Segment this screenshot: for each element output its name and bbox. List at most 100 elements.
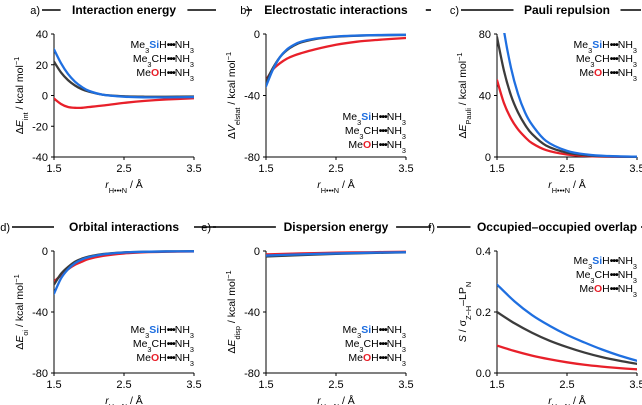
y-tick-label: -40: [32, 152, 48, 164]
text-part: Me: [133, 338, 148, 350]
text-part: 3: [633, 276, 637, 285]
text-part: NH: [175, 324, 190, 336]
panel-letter: b): [240, 5, 250, 17]
text-part: H•••N: [552, 186, 570, 195]
series-line-si: [266, 251, 406, 257]
text-part: / kcal mol: [457, 61, 469, 108]
text-part: H•••N: [109, 186, 127, 195]
text-part: H: [371, 111, 379, 123]
series-line-c: [54, 250, 194, 286]
text-part: E: [226, 339, 238, 347]
x-tick-label: 1.5: [258, 163, 273, 175]
text-part: 3: [147, 60, 151, 69]
text-part: 3: [402, 345, 406, 354]
text-part: r: [105, 179, 109, 191]
text-part: Si: [149, 39, 159, 51]
text-part: •••: [610, 53, 619, 65]
text-part: 3: [633, 46, 637, 55]
panel-letter: d): [0, 222, 10, 234]
panel-letter: c): [450, 5, 459, 17]
text-part: / Å: [127, 394, 143, 405]
y-tick-label: 40: [479, 91, 491, 103]
text-part: Me: [348, 139, 363, 151]
text-part: −1: [12, 57, 21, 65]
text-part: −1: [224, 52, 233, 60]
text-part: C: [364, 125, 372, 137]
y-tick-label: -40: [244, 307, 260, 319]
x-axis-label: rH•••N / Å: [317, 394, 355, 405]
text-part: •••: [610, 67, 619, 79]
text-part: Me: [133, 53, 148, 65]
text-part: 3: [402, 118, 406, 127]
panel-c: c) Pauli repulsion 0 40 80 1.5 2.5 3.5 rH•••N / …: [450, 3, 642, 195]
text-part: 3: [359, 345, 363, 354]
text-part: elstat: [233, 108, 242, 126]
text-part: 3: [588, 262, 592, 271]
y-tick-label: -80: [244, 368, 260, 380]
x-tick-label: 3.5: [186, 379, 201, 391]
text-part: •••: [610, 283, 619, 295]
text-part: r: [317, 395, 321, 405]
panel-d: d)Orbital interactions-80-4001.52.53.5rH…: [0, 220, 216, 405]
text-part: H: [602, 283, 610, 295]
x-tick-label: 1.5: [489, 379, 504, 391]
text-part: H: [602, 67, 610, 79]
legend-entry: Me3SiH•••NH3: [574, 39, 638, 55]
y-tick-label: 0: [254, 246, 260, 258]
series-group: [266, 250, 406, 258]
panel-letter: e): [201, 222, 211, 234]
text-part: •••: [167, 39, 176, 51]
text-part: / Å: [570, 394, 586, 405]
text-part: 3: [190, 331, 194, 340]
series-line-o: [54, 250, 194, 283]
series-group: [497, 33, 637, 158]
text-part: Δ: [226, 132, 238, 139]
chart-title: Occupied–occupied overlap: [477, 220, 637, 234]
text-part: NH: [387, 111, 402, 123]
text-part: 3: [402, 359, 406, 368]
series-group: [54, 250, 194, 295]
text-part: oi: [21, 330, 30, 336]
text-part: Me: [136, 352, 151, 364]
text-part: Me: [131, 39, 146, 51]
text-part: NH: [175, 67, 190, 79]
x-tick-label: 2.5: [559, 379, 574, 391]
y-tick-label: 0: [485, 152, 491, 164]
text-part: Δ: [14, 127, 26, 134]
text-part: H: [371, 352, 379, 364]
text-part: E: [14, 119, 26, 127]
y-tick-label: -80: [32, 368, 48, 380]
legend-entry: MeOH•••NH3: [348, 352, 406, 368]
text-part: / kcal mol: [226, 60, 238, 107]
text-part: NH: [387, 352, 402, 364]
y-tick-label: 0.4: [476, 246, 491, 258]
text-part: −1: [224, 270, 233, 278]
x-tick-label: 1.5: [258, 379, 273, 391]
y-axis-label: ΔVelstat / kcal mol−1: [224, 52, 242, 139]
y-tick-label: 40: [36, 29, 48, 41]
legend-entry: MeOH•••NH3: [579, 283, 637, 299]
text-part: •••: [379, 324, 388, 336]
text-part: NH: [618, 255, 633, 267]
text-part: 3: [633, 60, 637, 69]
text-part: r: [548, 395, 552, 405]
text-part: NH: [618, 53, 633, 65]
text-part: Si: [592, 255, 602, 267]
series-group: [497, 283, 637, 371]
text-part: 3: [402, 132, 406, 141]
text-part: •••: [379, 125, 388, 137]
text-part: NH: [618, 67, 633, 79]
series-line-o: [266, 36, 406, 82]
text-part: Me: [574, 39, 589, 51]
text-part: •••: [167, 338, 176, 350]
text-part: Me: [343, 111, 358, 123]
legend-entry: Me3SiH•••NH3: [343, 111, 407, 127]
y-axis-label: ΔEdisp / kcal mol−1: [224, 270, 242, 353]
text-part: Δ: [14, 343, 26, 350]
text-part: O: [363, 352, 371, 364]
text-part: H: [602, 53, 610, 65]
x-axis-label: rH•••N / Å: [105, 178, 143, 195]
